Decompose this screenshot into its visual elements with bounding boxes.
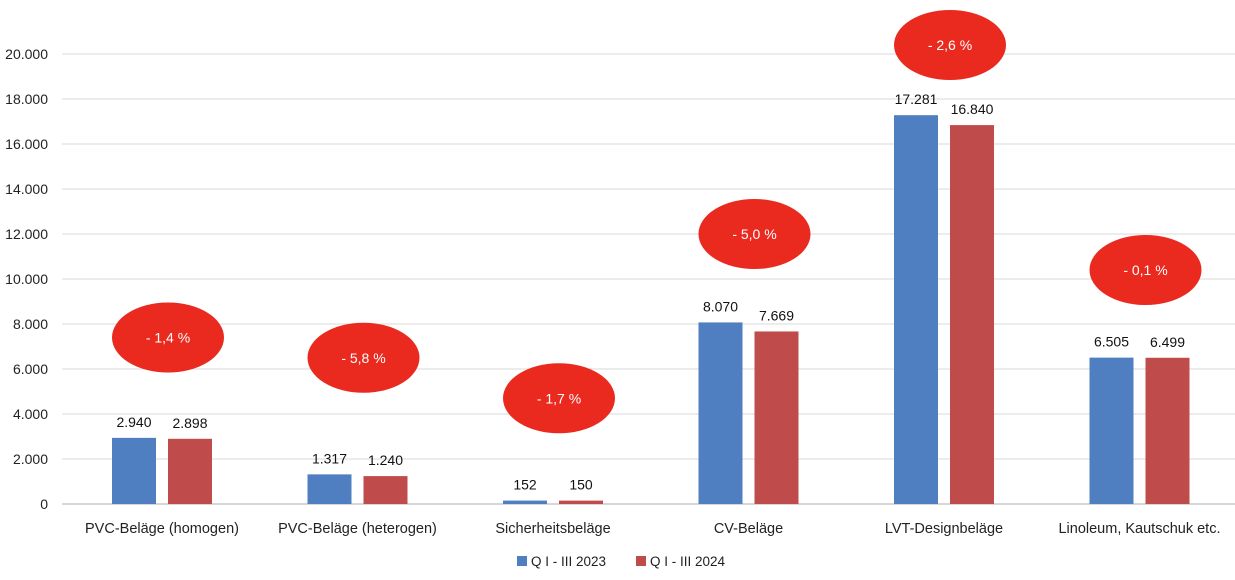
bar-2024 xyxy=(559,500,603,504)
data-label: 150 xyxy=(569,477,593,493)
data-label: 6.505 xyxy=(1094,334,1129,350)
change-badge: - 5,0 % xyxy=(698,199,811,269)
data-label: 8.070 xyxy=(703,298,738,314)
data-label: 7.669 xyxy=(759,307,794,323)
change-badge-ellipse xyxy=(1089,235,1202,305)
data-label: 1.317 xyxy=(312,450,347,466)
change-badge: - 5,8 % xyxy=(307,322,420,393)
data-label: 2.940 xyxy=(116,414,151,430)
bar-2024 xyxy=(1145,357,1190,504)
y-tick-label: 16.000 xyxy=(5,136,48,152)
gridlines xyxy=(62,53,1235,505)
y-tick-label: 0 xyxy=(40,496,48,512)
y-tick-label: 10.000 xyxy=(5,271,48,287)
category-label: PVC-Beläge (heterogen) xyxy=(278,521,437,537)
data-label: 17.281 xyxy=(895,91,938,107)
y-tick-label: 12.000 xyxy=(5,226,48,242)
change-badge-label: - 2,6 % xyxy=(928,37,972,53)
legend-swatch xyxy=(517,556,527,566)
bar-2024 xyxy=(950,125,994,504)
bar-2023 xyxy=(1089,357,1134,504)
change-badge-label: - 5,8 % xyxy=(341,350,385,366)
category-label: CV-Beläge xyxy=(714,521,783,537)
data-label: 152 xyxy=(513,477,537,493)
change-badge-label: - 1,7 % xyxy=(537,390,581,406)
data-label: 2.898 xyxy=(172,415,207,431)
legend-label: Q I - III 2023 xyxy=(531,554,606,569)
legend-item-2023: Q I - III 2023 xyxy=(517,554,606,569)
legend-label: Q I - III 2024 xyxy=(650,554,726,569)
change-badge-ellipse xyxy=(894,10,1006,80)
y-tick-label: 2.000 xyxy=(13,451,48,467)
legend: Q I - III 2023 Q I - III 2024 xyxy=(517,554,726,569)
bar-2024 xyxy=(363,476,408,504)
x-axis-categories: PVC-Beläge (homogen) PVC-Beläge (heteroge… xyxy=(85,521,1220,537)
data-label: 16.840 xyxy=(951,101,994,117)
bar-2024 xyxy=(168,438,212,504)
change-badges: - 1,4 % - 5,8 % - 1,7 % - 5,0 % - 2,6 % - 0,1… xyxy=(112,10,1202,434)
legend-swatch xyxy=(636,556,646,566)
change-badge: - 0,1 % xyxy=(1089,235,1202,305)
y-tick-label: 20.000 xyxy=(5,46,48,62)
y-tick-label: 4.000 xyxy=(13,406,48,422)
bar-2024 xyxy=(754,331,799,504)
category-label: PVC-Beläge (homogen) xyxy=(85,521,239,537)
change-badge: - 1,4 % xyxy=(112,302,224,373)
y-tick-label: 18.000 xyxy=(5,91,48,107)
change-badge-ellipse xyxy=(307,322,420,393)
change-badge: - 1,7 % xyxy=(503,363,615,434)
legend-item-2024: Q I - III 2024 xyxy=(636,554,726,569)
data-label: 1.240 xyxy=(368,452,403,468)
bar-2023 xyxy=(894,115,938,505)
y-tick-label: 6.000 xyxy=(13,361,48,377)
change-badge-label: - 5,0 % xyxy=(732,226,776,242)
y-tick-label: 8.000 xyxy=(13,316,48,332)
bar-2023 xyxy=(698,322,743,504)
data-labels: 2.940 2.898 1.317 1.240 152 150 8.070 7.669 17.2… xyxy=(116,91,1185,492)
bar-2023 xyxy=(112,437,156,504)
data-label: 6.499 xyxy=(1150,334,1185,350)
change-badge-ellipse xyxy=(503,363,615,434)
change-badge: - 2,6 % xyxy=(894,10,1006,80)
category-label: LVT-Designbeläge xyxy=(885,521,1003,537)
category-label: Linoleum, Kautschuk etc. xyxy=(1058,521,1220,537)
category-label: Sicherheitsbeläge xyxy=(495,521,610,537)
bar-2023 xyxy=(307,474,352,504)
change-badge-label: - 0,1 % xyxy=(1123,262,1167,278)
change-badge-ellipse xyxy=(698,199,811,269)
y-tick-label: 14.000 xyxy=(5,181,48,197)
change-badge-label: - 1,4 % xyxy=(146,330,190,346)
y-axis-ticks: 0 2.000 4.000 6.000 8.000 10.000 12.000 14.000 1… xyxy=(5,46,48,512)
bar-2023 xyxy=(503,500,547,504)
change-badge-ellipse xyxy=(112,302,224,373)
bars xyxy=(112,115,1190,505)
